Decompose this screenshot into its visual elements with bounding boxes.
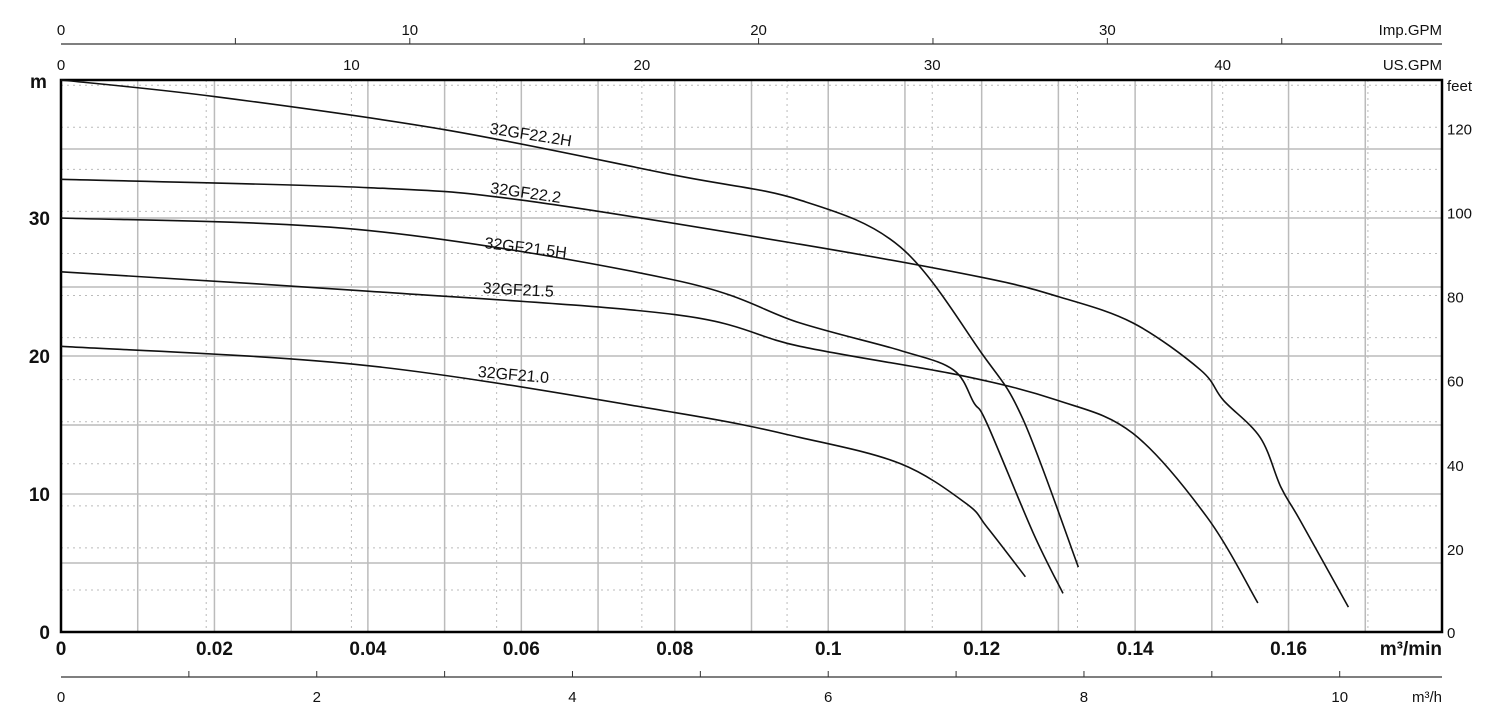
curve-32gf21-0: [60, 345, 1027, 578]
plot-frame: [59, 78, 1444, 634]
x-tick-label: 0.14: [1117, 639, 1154, 660]
impgpm-axis-label: Imp.GPM: [1379, 22, 1442, 39]
feet-tick-label: 80: [1447, 290, 1464, 307]
x-tick-label: 0.04: [349, 639, 386, 660]
usgpm-tick-label: 40: [1214, 57, 1231, 74]
grid: [61, 80, 1442, 632]
m3h-tick-label: 0: [57, 689, 65, 706]
usgpm-tick-label: 10: [343, 57, 360, 74]
m3h-axis-label: m³/h: [1412, 689, 1442, 706]
usgpm-tick-label: 30: [924, 57, 941, 74]
series-label: 32GF22.2: [489, 180, 562, 207]
usgpm-tick-label: 0: [57, 57, 65, 74]
feet-tick-label: 20: [1447, 542, 1464, 559]
impgpm-tick-label: 10: [401, 22, 418, 39]
x-tick-label: 0.06: [503, 639, 540, 660]
curve-32gf22-2: [60, 178, 1350, 608]
m3h-tick-label: 2: [313, 689, 321, 706]
impgpm-tick-label: 20: [750, 22, 767, 39]
m3h-tick-label: 6: [824, 689, 832, 706]
impgpm-tick-label: 0: [57, 22, 65, 39]
usgpm-tick-label: 20: [634, 57, 651, 74]
feet-tick-label: 0: [1447, 625, 1455, 642]
x-tick-label: 0.12: [963, 639, 1000, 660]
impgpm-tick-label: 30: [1099, 22, 1116, 39]
x-tick-label: 0: [56, 639, 67, 660]
feet-tick-label: 120: [1447, 121, 1472, 138]
m3h-tick-label: 8: [1080, 689, 1088, 706]
x-tick-label: 0.1: [815, 639, 842, 660]
series-label: 32GF21.5H: [483, 235, 567, 262]
feet-tick-label: 40: [1447, 458, 1464, 475]
curve-32gf21-5h: [60, 217, 1064, 594]
x-tick-label: 0.08: [656, 639, 693, 660]
series-label: 32GF21.0: [477, 364, 549, 387]
y-tick-label: 0: [39, 623, 50, 644]
series-label: 32GF21.5: [482, 280, 554, 301]
y-tick-label: 30: [29, 209, 50, 230]
x-tick-label: 0.02: [196, 639, 233, 660]
curve-32gf21-5: [60, 271, 1259, 604]
y-axis-label: m: [30, 72, 47, 93]
usgpm-axis-label: US.GPM: [1383, 57, 1442, 74]
feet-tick-label: 100: [1447, 205, 1472, 222]
x-tick-label: 0.16: [1270, 639, 1307, 660]
y-tick-label: 10: [29, 485, 50, 506]
feet-axis-label: feet: [1447, 78, 1473, 95]
feet-tick-label: 60: [1447, 374, 1464, 391]
m3h-tick-label: 10: [1331, 689, 1348, 706]
x-axis-label: m³/min: [1380, 639, 1442, 660]
y-tick-label: 20: [29, 347, 50, 368]
m3h-tick-label: 4: [568, 689, 576, 706]
curve-32gf22-2h: [60, 79, 1080, 568]
